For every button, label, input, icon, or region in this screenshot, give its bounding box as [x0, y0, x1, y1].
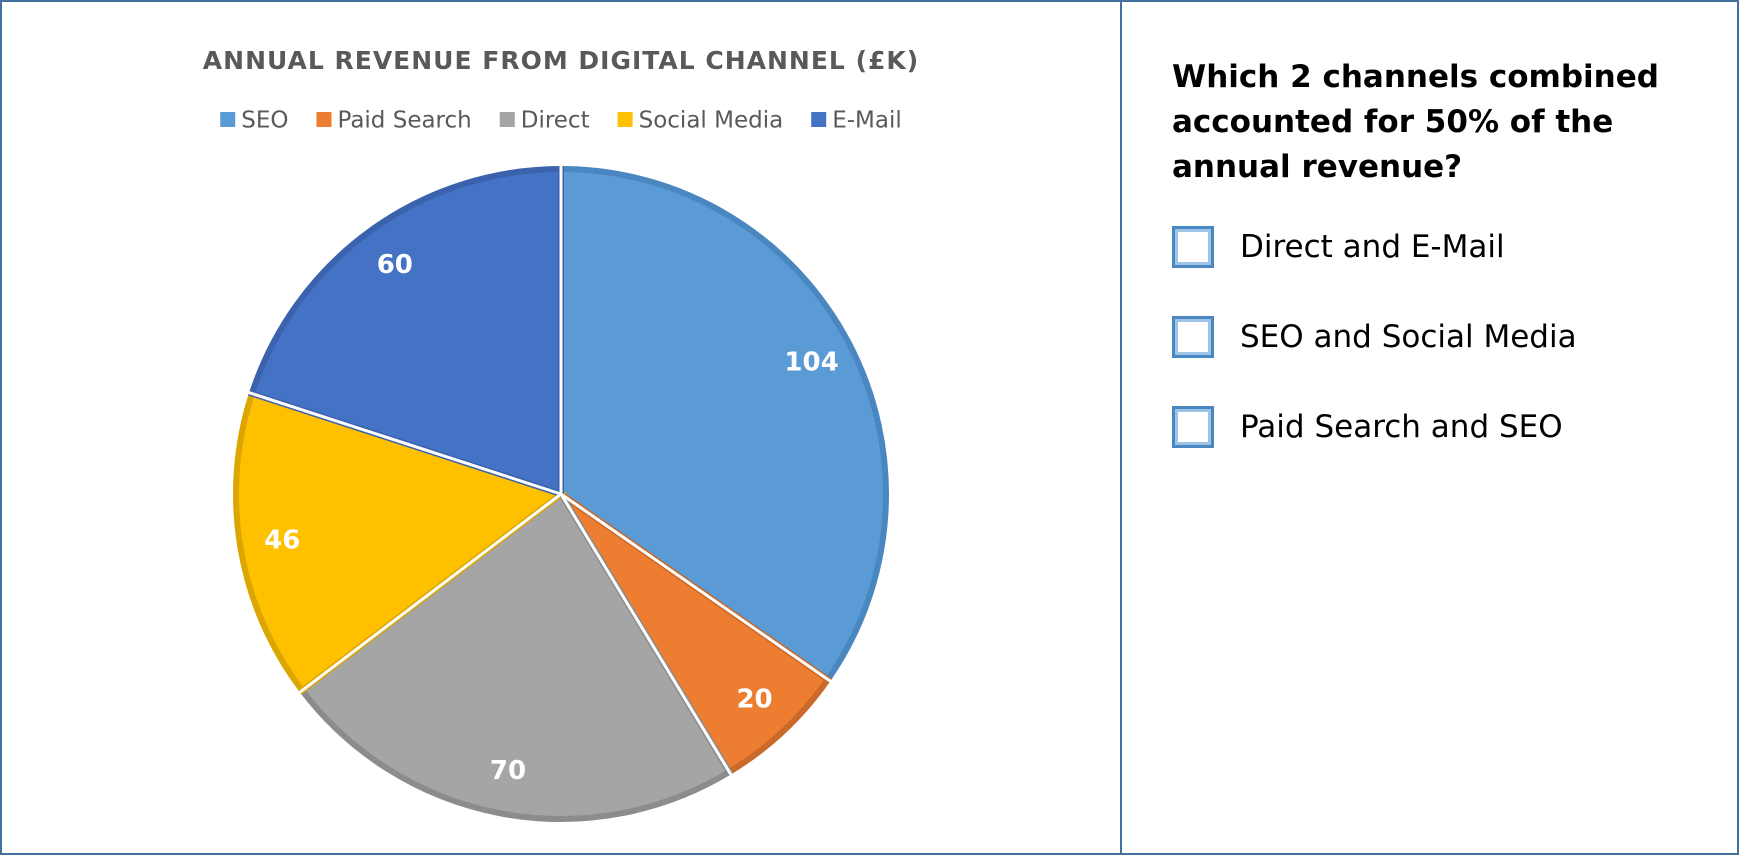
legend-swatch	[499, 112, 515, 127]
chart-title: ANNUAL REVENUE FROM DIGITAL CHANNEL (£K)	[203, 46, 919, 75]
legend-swatch	[617, 112, 633, 127]
legend-swatch	[316, 112, 332, 127]
data-label: 60	[377, 250, 413, 280]
checkbox[interactable]	[1172, 316, 1214, 358]
data-label: 104	[784, 348, 838, 378]
pie-slice	[248, 165, 564, 499]
option: Paid Search and SEO	[1172, 382, 1692, 472]
legend-label: Social Media	[639, 108, 784, 134]
options: Direct and E-Mail SEO and Social Media Pai…	[1172, 202, 1692, 472]
slice-gap	[559, 493, 733, 777]
option: SEO and Social Media	[1172, 292, 1692, 382]
slice-gap	[298, 492, 562, 695]
data-label: 20	[736, 685, 772, 715]
pie-slice	[297, 489, 734, 822]
data-label: 46	[264, 526, 300, 556]
data-label: 70	[490, 756, 526, 786]
legend: SEO Paid Search Direct Social Media E-Mail	[220, 108, 902, 134]
legend-label: E-Mail	[832, 108, 902, 134]
pie-slice	[558, 491, 833, 777]
slice-gap	[560, 492, 833, 683]
pie-slice	[558, 165, 889, 684]
option-label: SEO and Social Media	[1240, 319, 1577, 355]
option: Direct and E-Mail	[1172, 202, 1692, 292]
legend-swatch	[220, 112, 236, 127]
question-panel: Which 2 channels combined accounted for …	[1172, 55, 1692, 472]
legend-label: SEO	[241, 108, 288, 134]
checkbox[interactable]	[1172, 406, 1214, 448]
option-label: Direct and E-Mail	[1240, 229, 1505, 265]
legend-swatch	[811, 112, 827, 127]
legend-label: Paid Search	[337, 108, 471, 134]
question: Which 2 channels combined accounted for …	[1172, 59, 1659, 185]
option-label: Paid Search and SEO	[1240, 409, 1563, 445]
slice-gap	[247, 390, 562, 496]
legend-label: Direct	[521, 108, 590, 134]
checkbox[interactable]	[1172, 226, 1214, 268]
